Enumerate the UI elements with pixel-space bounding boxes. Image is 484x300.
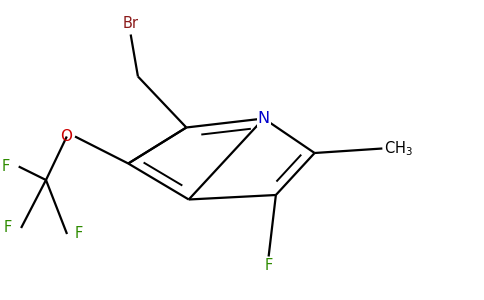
Text: CH$_3$: CH$_3$ [384,139,413,158]
Text: F: F [1,159,10,174]
Text: F: F [4,220,12,236]
Text: N: N [257,111,270,126]
Text: Br: Br [122,16,139,31]
Text: F: F [75,226,83,242]
Text: F: F [264,259,273,274]
Text: O: O [60,129,72,144]
